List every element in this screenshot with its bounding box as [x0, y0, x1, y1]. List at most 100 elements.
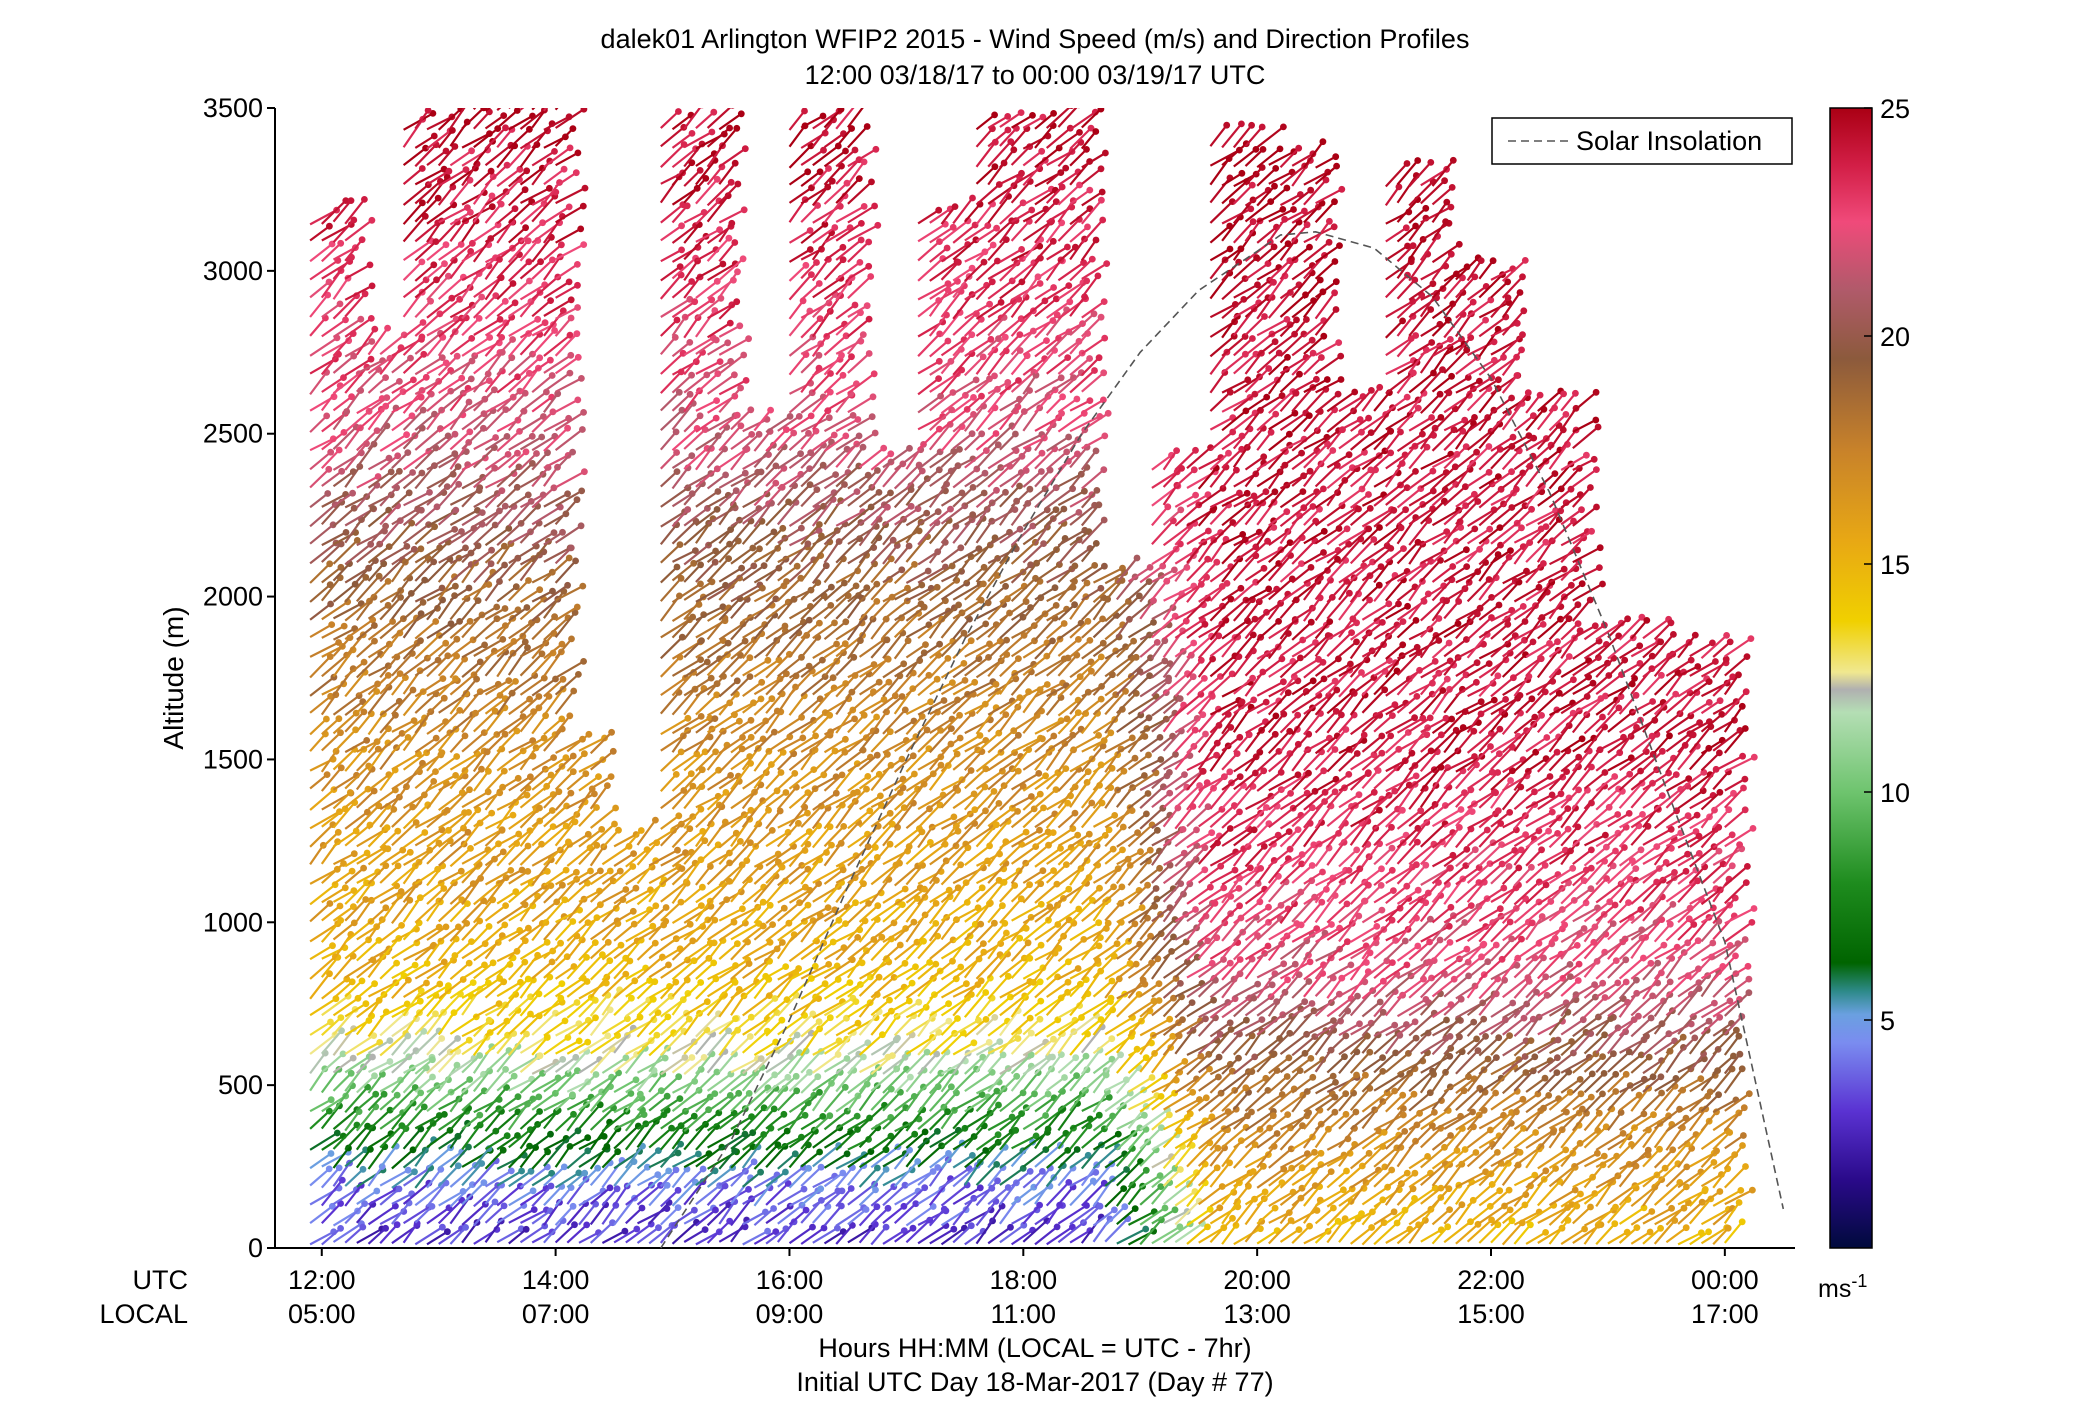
- wind-barb: [356, 682, 379, 697]
- wind-barb-head: [418, 333, 426, 341]
- wind-barb-head: [547, 1182, 555, 1190]
- wind-barb-head: [492, 434, 499, 441]
- wind-barb-head: [478, 509, 486, 516]
- wind-barb-head: [745, 335, 752, 343]
- wind-barb-head: [875, 489, 883, 496]
- wind-barb-head: [384, 672, 392, 679]
- wind-barb-head: [458, 374, 466, 382]
- wind-barb-head: [488, 809, 496, 817]
- wind-barb-head: [404, 1166, 412, 1174]
- wind-barb-head: [405, 976, 412, 984]
- wind-barb: [543, 372, 571, 393]
- wind-barb-head: [697, 580, 704, 588]
- wind-barb: [367, 1073, 384, 1094]
- wind-barb: [309, 655, 332, 679]
- wind-barb: [309, 371, 328, 396]
- wind-barb-head: [406, 848, 414, 856]
- wind-barb-head: [462, 544, 469, 552]
- wind-barb-head: [423, 960, 431, 967]
- wind-barb-head: [432, 1010, 439, 1018]
- wind-barb-head: [349, 489, 356, 497]
- wind-barb-head: [559, 1056, 567, 1063]
- wind-barb-head: [396, 467, 403, 475]
- wind-barb: [859, 794, 881, 811]
- wind-barb-head: [630, 850, 637, 857]
- wind-barb-head: [828, 583, 835, 591]
- wind-barb-head: [739, 734, 746, 741]
- wind-barb-head: [476, 1111, 484, 1119]
- wind-barb: [777, 452, 802, 470]
- wind-barb-head: [726, 319, 734, 327]
- wind-barb-head: [714, 488, 722, 495]
- wind-barb-head: [323, 771, 331, 778]
- wind-barb-head: [466, 1076, 474, 1083]
- wind-barb: [555, 470, 585, 489]
- wind-barb: [473, 127, 499, 149]
- wind-barb-head: [771, 1071, 779, 1079]
- wind-barb: [402, 690, 425, 717]
- wind-barb: [332, 627, 356, 641]
- wind-barb-head: [581, 184, 589, 192]
- wind-barb: [835, 261, 861, 281]
- wind-barb-head: [442, 639, 450, 647]
- wind-barb-head: [740, 206, 748, 214]
- wind-barb-head: [698, 637, 705, 645]
- wind-barb-head: [349, 1054, 357, 1062]
- wind-barb-head: [362, 1000, 370, 1008]
- wind-barb: [753, 639, 778, 659]
- wind-barb-head: [523, 604, 531, 611]
- wind-barb: [309, 1052, 327, 1075]
- wind-barb: [355, 768, 373, 791]
- wind-barb: [402, 831, 426, 849]
- wind-barb-head: [710, 959, 718, 967]
- wind-barb: [344, 284, 373, 301]
- wind-barb: [356, 408, 383, 432]
- wind-barb: [344, 867, 365, 885]
- wind-barb-head: [565, 554, 573, 562]
- wind-barb-head: [432, 734, 440, 742]
- wind-barb-head: [783, 578, 790, 585]
- wind-barb-head: [579, 202, 587, 210]
- wind-barb: [683, 316, 699, 339]
- wind-barb-head: [443, 483, 451, 490]
- wind-barb-head: [348, 393, 355, 401]
- wind-barb-head: [768, 827, 776, 834]
- wind-barb-head: [547, 297, 554, 304]
- wind-barb-head: [622, 970, 630, 978]
- wind-barb-head: [737, 110, 745, 118]
- wind-barb: [355, 575, 381, 603]
- wind-barb: [321, 831, 340, 849]
- wind-barb: [309, 695, 332, 714]
- wind-barb: [332, 583, 356, 603]
- wind-barb: [672, 549, 696, 563]
- wind-barb-head: [514, 373, 521, 381]
- wind-barb: [812, 750, 836, 773]
- wind-barb: [321, 449, 340, 470]
- wind-barb-head: [622, 886, 630, 893]
- wind-barb-head: [652, 902, 660, 910]
- wind-barb-head: [370, 1032, 378, 1039]
- wind-barb-head: [453, 352, 461, 360]
- wind-barb-head: [854, 416, 862, 423]
- wind-barb: [367, 376, 387, 394]
- wind-barb: [320, 1029, 343, 1055]
- wind-barb-head: [569, 86, 576, 93]
- wind-barb-head: [604, 938, 612, 946]
- wind-barb-head: [825, 961, 833, 968]
- wind-barb: [379, 830, 399, 849]
- wind-barb: [355, 596, 375, 622]
- wind-barb: [332, 997, 359, 1017]
- wind-barb-head: [832, 471, 839, 478]
- wind-barb-head: [571, 1221, 578, 1229]
- wind-barb: [344, 1184, 363, 1207]
- wind-barb-head: [323, 715, 330, 723]
- wind-barb-head: [570, 1110, 577, 1118]
- wind-barb-head: [335, 715, 343, 723]
- wind-barb-head: [614, 1148, 622, 1156]
- wind-barb-head: [389, 618, 396, 625]
- wind-barb: [321, 886, 346, 904]
- wind-barb: [332, 980, 353, 1000]
- wind-barb: [753, 530, 775, 546]
- wind-barb: [309, 883, 336, 906]
- wind-barb: [519, 677, 545, 696]
